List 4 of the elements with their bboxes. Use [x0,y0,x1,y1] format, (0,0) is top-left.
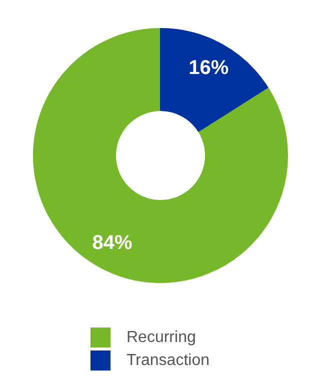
data-label: 16% [188,56,229,79]
legend-label: Recurring [126,329,196,346]
legend-label: Transaction [126,352,210,369]
data-label: 84% [92,232,133,254]
